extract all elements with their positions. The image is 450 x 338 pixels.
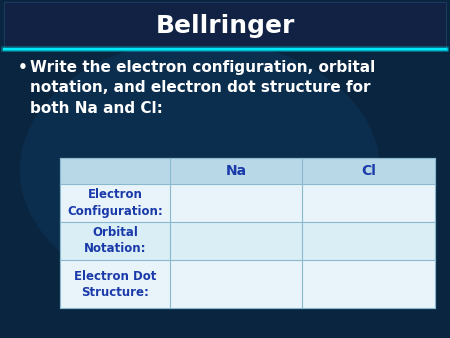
Text: Electron
Configuration:: Electron Configuration:: [67, 189, 163, 217]
Text: Orbital
Notation:: Orbital Notation:: [84, 226, 146, 256]
Text: •: •: [18, 60, 28, 75]
Ellipse shape: [20, 40, 380, 300]
Bar: [60, 222, 435, 260]
Bar: [4, 2, 446, 48]
Text: Na: Na: [225, 164, 247, 178]
Text: Write the electron configuration, orbital
notation, and electron dot structure f: Write the electron configuration, orbita…: [30, 60, 375, 116]
Text: Bellringer: Bellringer: [155, 14, 295, 38]
Text: Cl: Cl: [361, 164, 376, 178]
Bar: [60, 158, 435, 184]
Bar: [60, 184, 435, 222]
Text: Electron Dot
Structure:: Electron Dot Structure:: [74, 269, 156, 298]
Bar: [60, 260, 435, 308]
Bar: [60, 158, 435, 308]
